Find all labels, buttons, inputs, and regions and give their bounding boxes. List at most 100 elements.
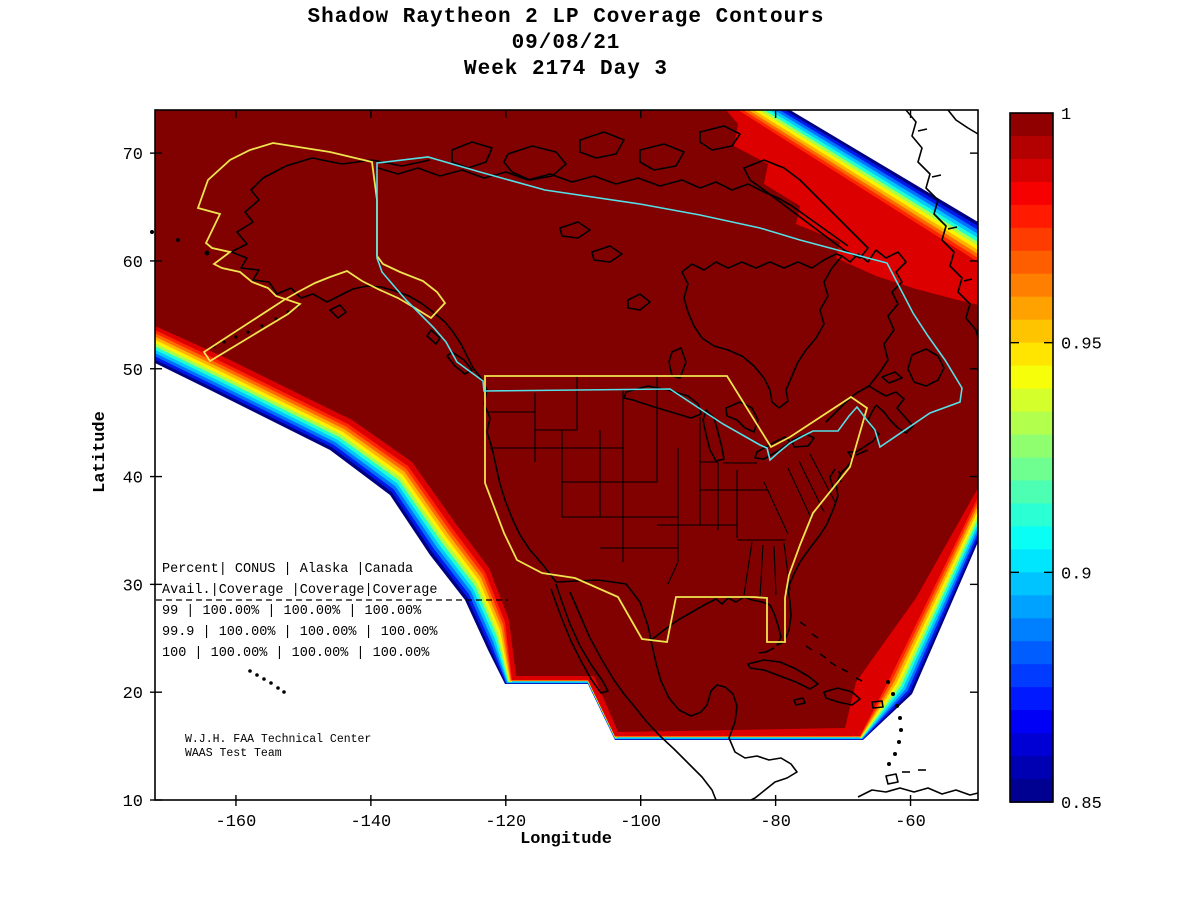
coastline-path xyxy=(230,157,557,583)
y-tick-label: 70 xyxy=(123,146,143,165)
coastline-path xyxy=(855,677,863,682)
state-border xyxy=(773,545,777,596)
map-plot: Percent| CONUS | Alaska |Canada Avail.|C… xyxy=(91,109,979,849)
state-border xyxy=(667,561,679,585)
colorbar-tick-label: 0.95 xyxy=(1061,336,1102,355)
island-dot xyxy=(887,762,891,766)
axis-ticks xyxy=(150,110,978,806)
colorbar-step xyxy=(1010,503,1053,528)
state-border xyxy=(759,544,764,598)
title-line-2: 09/08/21 xyxy=(512,32,621,55)
colorbar-tick-label: 1 xyxy=(1061,106,1071,125)
coastline-path xyxy=(329,304,347,319)
coastline-path xyxy=(668,347,687,379)
colorbar-step xyxy=(1010,733,1053,757)
x-tick-label: -160 xyxy=(216,813,257,832)
island-dot xyxy=(891,692,895,696)
island-dot xyxy=(204,250,210,256)
colorbar-step xyxy=(1010,549,1053,574)
table-row: 99.9 | 100.00% | 100.00% | 100.00% xyxy=(162,625,438,640)
coastline-path xyxy=(754,436,791,460)
figure-title: Shadow Raytheon 2 LP Coverage Contours 0… xyxy=(308,6,825,81)
coastline-path xyxy=(838,470,842,483)
conus-boundary xyxy=(484,375,869,643)
coastline-path xyxy=(963,278,973,282)
coastline-path xyxy=(758,647,775,654)
coastline-path xyxy=(579,131,625,159)
island-dot xyxy=(150,230,154,234)
y-tick-label: 40 xyxy=(123,470,143,489)
island-dot xyxy=(248,669,252,673)
coastline-path xyxy=(931,174,942,178)
colorbar-step xyxy=(1010,296,1053,321)
y-tick-labels: 10 20 30 40 50 60 70 xyxy=(123,146,143,812)
coastline-path xyxy=(799,621,807,627)
plot-border xyxy=(154,109,979,801)
coastline-path xyxy=(947,226,958,230)
x-tick-label: -140 xyxy=(350,813,391,832)
island-dot xyxy=(176,238,180,242)
coastline xyxy=(230,109,979,801)
x-tick-labels: -160 -140 -120 -100 -80 -60 xyxy=(216,813,926,832)
island-dot xyxy=(262,677,266,681)
coastline-path xyxy=(699,125,741,151)
colorbar-ticks xyxy=(1010,341,1053,574)
colorbar-step xyxy=(1010,113,1053,137)
colorbar-step xyxy=(1010,618,1053,643)
coverage-edge-lines xyxy=(512,681,860,739)
x-tick-label: -80 xyxy=(760,813,791,832)
colorbar-step xyxy=(1010,388,1053,413)
coastline-path xyxy=(377,167,849,247)
coastline-path xyxy=(881,371,903,384)
colorbar-step xyxy=(1010,250,1053,275)
colorbar-tick-label: 0.85 xyxy=(1061,795,1102,814)
island-dot xyxy=(897,740,901,744)
island-dot xyxy=(234,335,238,339)
coastline-path xyxy=(805,645,813,651)
coastline-path xyxy=(639,143,685,171)
island-dot xyxy=(255,673,259,677)
colorbar-step xyxy=(1010,158,1053,183)
coastline-path xyxy=(451,141,493,169)
state-border xyxy=(763,481,789,535)
coastline-path xyxy=(550,583,609,694)
x-tick-label: -120 xyxy=(485,813,526,832)
colorbar-step xyxy=(1010,572,1053,597)
coastline-path xyxy=(649,404,880,646)
coastline-path xyxy=(871,700,884,709)
colorbar-step xyxy=(1010,526,1053,551)
colorbar-tick-label: 0.9 xyxy=(1061,565,1092,584)
coastline-path xyxy=(855,449,869,456)
island-dot xyxy=(276,686,280,690)
coastline-path xyxy=(819,653,827,659)
state-border xyxy=(809,453,836,503)
x-axis-label: Longitude xyxy=(520,830,612,849)
island-dot xyxy=(895,704,899,708)
coastline-path xyxy=(907,348,945,387)
coastline-path xyxy=(569,591,717,801)
coverage-max-region xyxy=(155,110,978,732)
coastline-path xyxy=(841,249,907,387)
colorbar-step xyxy=(1010,227,1053,252)
colorbar-step xyxy=(1010,779,1053,803)
x-tick-label: -60 xyxy=(895,813,926,832)
colorbar-step xyxy=(1010,756,1053,780)
colorbar-step xyxy=(1010,204,1053,229)
canada-boundary xyxy=(376,156,963,462)
table-row: 100 | 100.00% | 100.00% | 100.00% xyxy=(162,646,430,661)
credit-line: W.J.H. FAA Technical Center xyxy=(185,733,371,746)
colorbar-step xyxy=(1010,457,1053,482)
island-dot xyxy=(886,680,890,684)
colorbar-border xyxy=(1009,112,1054,803)
title-line-1: Shadow Raytheon 2 LP Coverage Contours xyxy=(308,6,825,29)
state-border xyxy=(787,467,813,521)
colorbar-step xyxy=(1010,664,1053,688)
coastline-path xyxy=(591,245,623,263)
coastline-path xyxy=(823,687,861,706)
colorbar-step xyxy=(1010,687,1053,711)
coastline-path xyxy=(747,659,819,690)
colorbar-step xyxy=(1010,273,1053,298)
colorbar-step xyxy=(1010,319,1053,344)
